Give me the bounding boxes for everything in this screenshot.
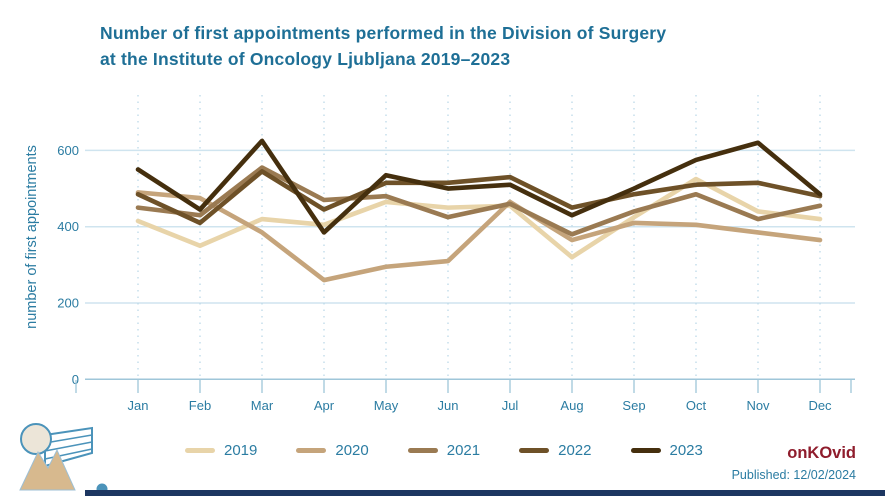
legend-swatch-2022 (519, 447, 550, 453)
x-tick-label: Dec (808, 398, 832, 413)
y-axis-title: number of first appointments (24, 145, 40, 329)
legend-swatch-2023 (630, 447, 661, 453)
footer-bar (85, 489, 885, 496)
series-line-2022[interactable] (135, 169, 823, 226)
legend-label-2019: 2019 (224, 441, 258, 459)
y-tick-label: 400 (57, 219, 79, 234)
series-line-2023[interactable] (135, 138, 823, 235)
legend-swatch-2020 (296, 447, 327, 453)
x-tick-label: Jun (438, 398, 459, 413)
x-tick-label: May (374, 398, 399, 413)
chart-svg: 0 200 400 600 Jan Feb Mar Apr May Jun Jul Aug Sep Oct… (24, 95, 855, 413)
onkovid-logo (19, 423, 108, 495)
legend-label-2021: 2021 (446, 441, 481, 459)
logo-board-line (44, 434, 93, 444)
legend-swatch-2019 (185, 447, 215, 453)
brand-text: onKOvid (787, 444, 856, 462)
series-line-2021[interactable] (135, 165, 823, 237)
y-tick-label: 200 (57, 296, 79, 311)
legend-label-2020: 2020 (335, 441, 369, 459)
x-tick-label: Apr (314, 398, 335, 413)
legend-item-2021[interactable]: 2021 (407, 441, 481, 459)
y-tick-label: 600 (57, 143, 79, 158)
x-tick-label: Nov (746, 398, 770, 413)
chart-title-line1: Number of first appointments performed i… (100, 23, 667, 43)
logo-circle (20, 423, 52, 455)
chart-legend: 2019 2020 2021 2022 2023 (185, 440, 703, 460)
chart-title: Number of first appointments performed i… (100, 20, 666, 72)
legend-item-2019[interactable]: 2019 (185, 442, 257, 459)
x-tick-label: Feb (189, 398, 211, 413)
legend-swatch-2021 (407, 447, 438, 453)
chart-title-line2: at the Institute of Oncology Ljubljana 2… (100, 49, 511, 69)
x-tick-label: Sep (622, 398, 645, 413)
logo-mountains (19, 448, 76, 491)
legend-item-2022[interactable]: 2022 (519, 441, 592, 459)
legend-item-2023[interactable]: 2023 (630, 441, 703, 459)
x-tick-label: Aug (560, 398, 583, 413)
x-tick-label: Mar (251, 398, 274, 413)
legend-label-2023: 2023 (669, 441, 703, 459)
legend-label-2022: 2022 (558, 441, 592, 459)
x-tick-label: Oct (686, 398, 707, 413)
legend-item-2020[interactable]: 2020 (296, 441, 369, 459)
x-tick-label: Jul (502, 398, 519, 413)
series-line-2020[interactable] (135, 190, 823, 283)
published-date: Published: 12/02/2024 (731, 468, 856, 482)
y-tick-label: 0 (72, 372, 79, 387)
logo-board-line (44, 441, 93, 452)
x-tick-label: Jan (128, 398, 149, 413)
